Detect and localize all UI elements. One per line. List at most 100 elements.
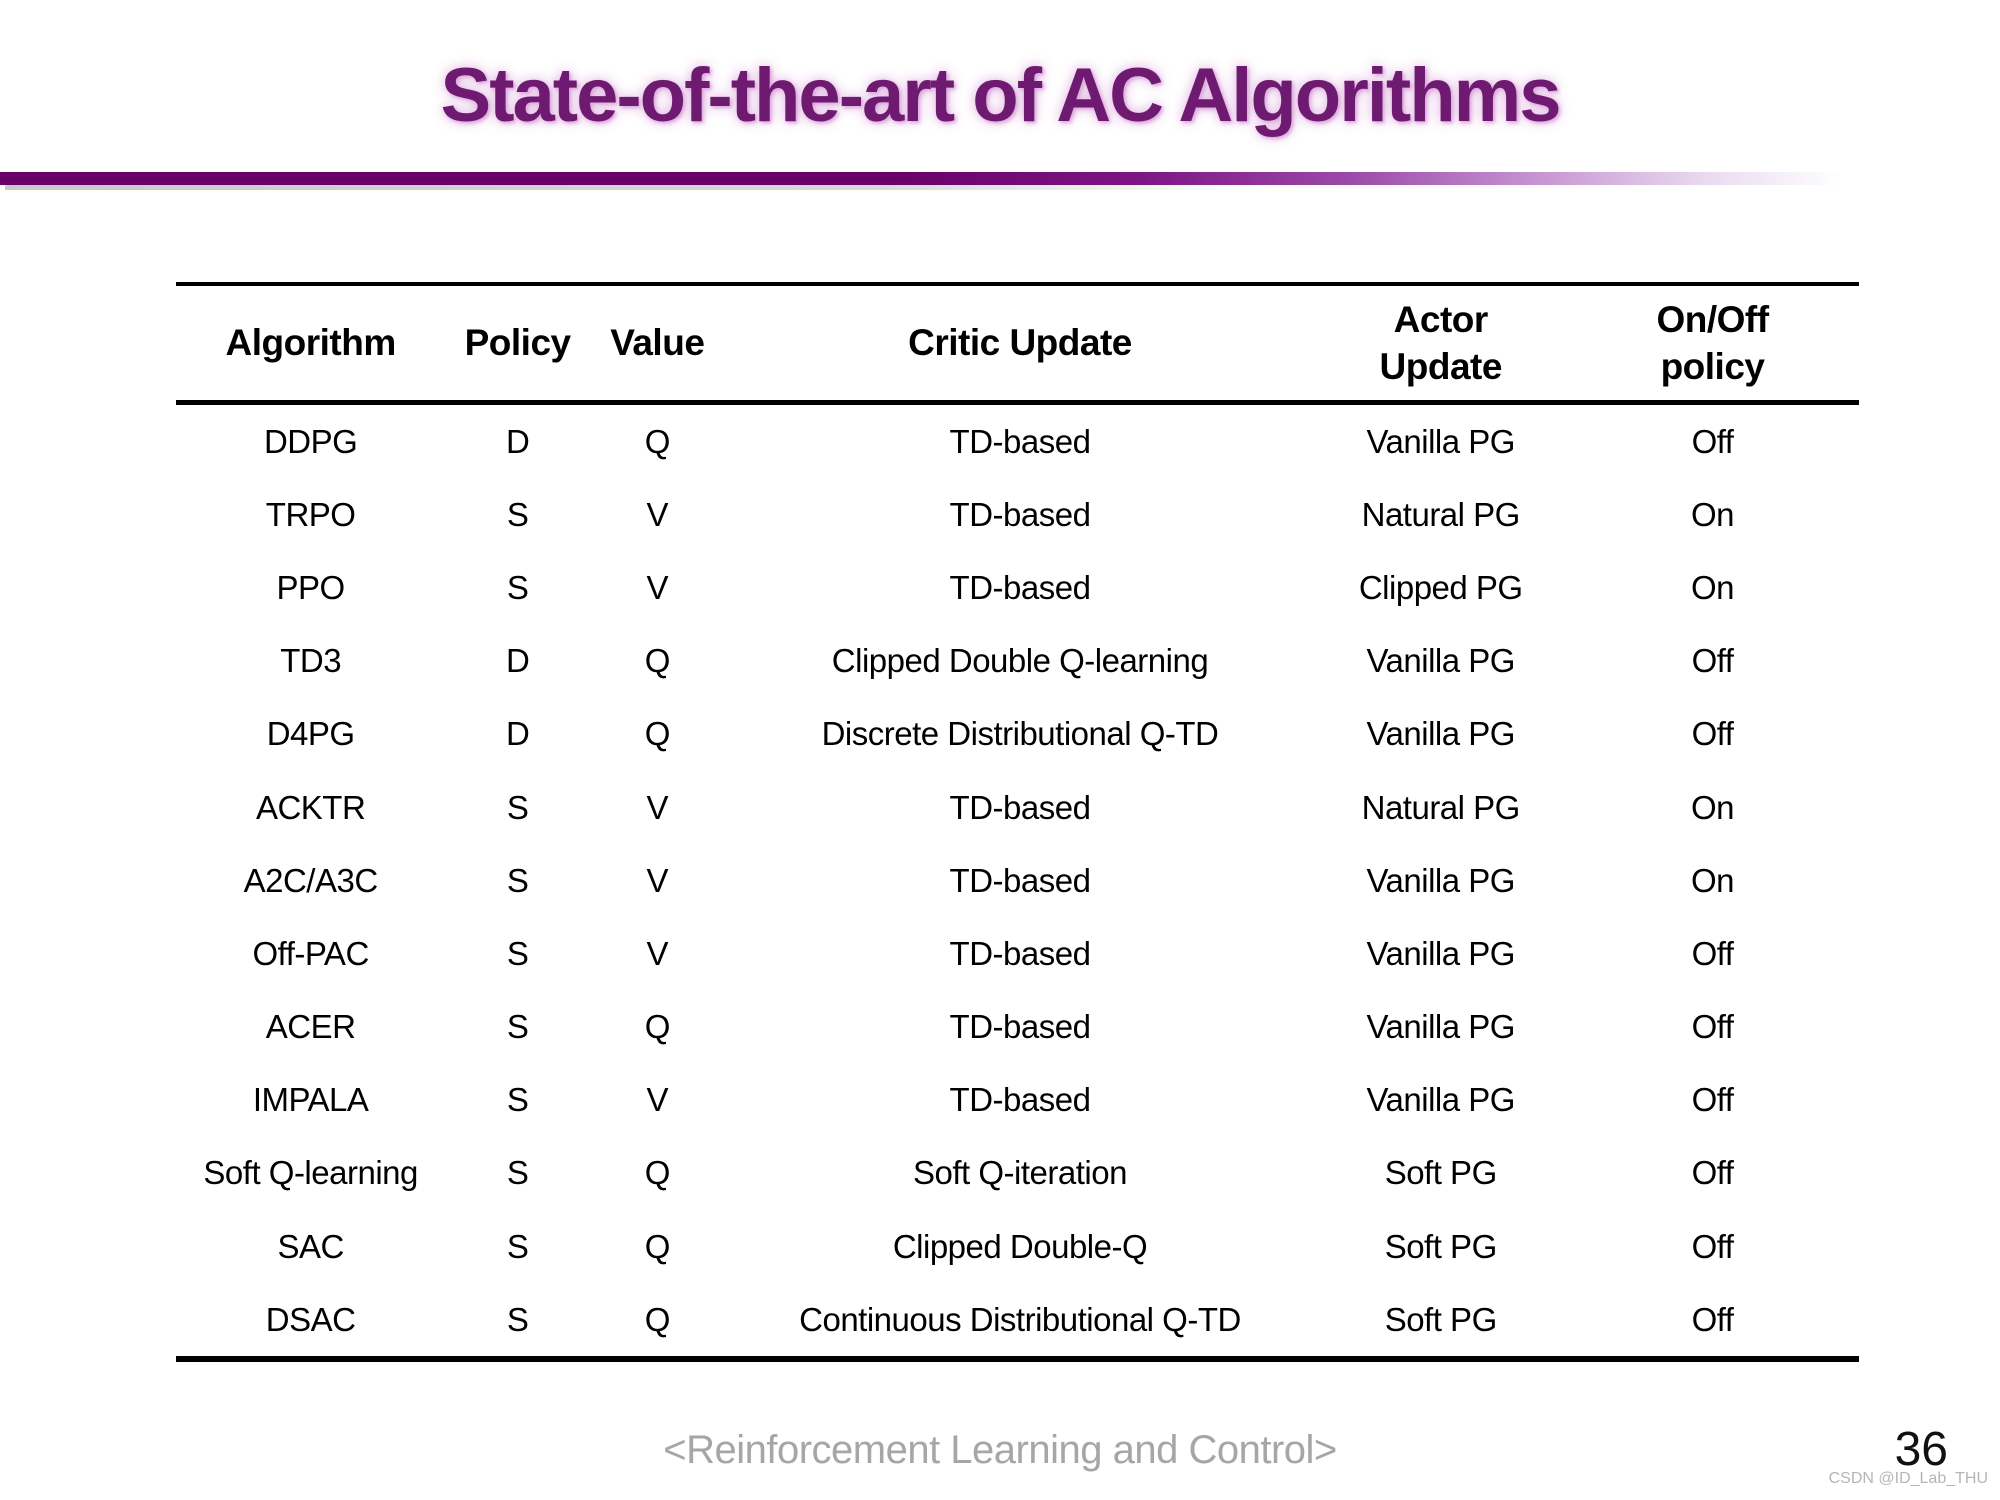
table-cell: TD-based (949, 861, 1091, 899)
table-cell: Q (644, 1300, 671, 1338)
table-cell: On (1691, 861, 1735, 899)
table-cell: Soft Q-iteration (913, 1154, 1127, 1192)
table-cell: Discrete Distributional Q-TD (821, 715, 1219, 753)
table-cell: S (506, 1300, 529, 1338)
slide-title: State-of-the-art of AC Algorithms (440, 53, 1562, 138)
table-cell: TD-based (949, 1008, 1091, 1046)
table-cell: Q (644, 1008, 671, 1046)
table-row: Soft Q-learning S Q Soft Q-iteration Soft PG… (176, 1137, 1859, 1210)
table-cell: D4PG (266, 715, 355, 753)
table-cell: PPO (276, 568, 346, 606)
table-cell: DDPG (263, 422, 358, 460)
table-cell: D (505, 715, 530, 753)
table-cell: S (506, 568, 529, 606)
table-cell: Soft Q-learning (203, 1154, 418, 1192)
table-cell: A2C/A3C (243, 861, 379, 899)
table-cell: ACER (265, 1008, 356, 1046)
table-cell: S (506, 934, 529, 972)
page-number: 36 (1894, 1423, 1948, 1476)
table-cell: Off (1691, 1154, 1734, 1192)
header-label: On/Off (1656, 298, 1769, 340)
table-cell: Clipped Double Q-learning (831, 642, 1209, 680)
table-cell: Clipped PG (1358, 568, 1523, 606)
header-actor-update: Actor Update (1315, 296, 1566, 391)
table-cell: Clipped Double-Q (892, 1227, 1148, 1265)
table-row: A2C/A3C S V TD-based Vanilla PG On (176, 844, 1859, 917)
header-label: Value (610, 322, 705, 364)
header-label: policy (1660, 346, 1765, 387)
table-cell: Off-PAC (252, 934, 369, 972)
header-label: Actor (1393, 298, 1489, 340)
table-cell: Vanilla PG (1366, 422, 1515, 460)
table-cell: S (506, 1008, 529, 1046)
table-cell: Continuous Distributional Q-TD (799, 1300, 1241, 1338)
table-cell: V (646, 568, 669, 606)
table-cell: TD-based (949, 568, 1091, 606)
footer-caption: <Reinforcement Learning and Control> (663, 1428, 1337, 1472)
table-cell: TD-based (949, 788, 1091, 826)
header-label: Algorithm (225, 322, 397, 364)
table-cell: Off (1691, 422, 1734, 460)
table-cell: Vanilla PG (1366, 642, 1515, 680)
table-row: ACKTR S V TD-based Natural PG On (176, 771, 1859, 844)
table-cell: S (506, 495, 529, 533)
table-cell: TD-based (949, 422, 1091, 460)
header-algorithm: Algorithm (176, 319, 445, 366)
table-cell: TD-based (949, 934, 1091, 972)
table-cell: Off (1691, 715, 1734, 753)
header-label: Policy (464, 322, 571, 364)
table-cell: S (506, 1154, 529, 1192)
table-cell: TD3 (280, 642, 342, 680)
table-cell: TD-based (949, 1081, 1091, 1119)
table-cell: Q (644, 642, 671, 680)
table-cell: On (1691, 495, 1735, 533)
table-cell: Off (1691, 1081, 1734, 1119)
table-row: TD3 D Q Clipped Double Q-learning Vanilla PG… (176, 625, 1859, 698)
table-row: PPO S V TD-based Clipped PG On (176, 551, 1859, 624)
table-row: DSAC S Q Continuous Distributional Q-TD Soft… (176, 1283, 1859, 1356)
table-cell: TRPO (265, 495, 356, 533)
table-cell: V (646, 934, 669, 972)
table-cell: On (1691, 788, 1735, 826)
table-cell: S (506, 1081, 529, 1119)
table-cell: Q (644, 1154, 671, 1192)
table-cell: Soft PG (1384, 1154, 1498, 1192)
table-row: ACER S Q TD-based Vanilla PG Off (176, 991, 1859, 1064)
table-cell: D (505, 642, 530, 680)
csdn-watermark: CSDN @ID_Lab_THU (1828, 1470, 1988, 1487)
table-cell: Q (644, 422, 671, 460)
table-cell: S (506, 861, 529, 899)
table-cell: Off (1691, 1300, 1734, 1338)
table-cell: Vanilla PG (1366, 934, 1515, 972)
table-cell: Off (1691, 642, 1734, 680)
table-cell: Off (1691, 1008, 1734, 1046)
title-underline-bar-shadow (5, 185, 1255, 190)
table-row: IMPALA S V TD-based Vanilla PG Off (176, 1064, 1859, 1137)
title-underline-bar (0, 172, 1900, 185)
table-row: SAC S Q Clipped Double-Q Soft PG Off (176, 1210, 1859, 1283)
header-label: Update (1379, 346, 1503, 387)
ac-algorithms-table: Algorithm Policy Value Critic Update Act… (176, 282, 1859, 1363)
table-row: Off-PAC S V TD-based Vanilla PG Off (176, 917, 1859, 990)
table-cell: Q (644, 1227, 671, 1265)
header-label: Critic Update (908, 322, 1132, 364)
table-cell: Vanilla PG (1366, 715, 1515, 753)
header-value: Value (590, 319, 725, 366)
table-cell: S (506, 788, 529, 826)
table-cell: D (505, 422, 530, 460)
table-cell: Vanilla PG (1366, 861, 1515, 899)
table-cell: DSAC (265, 1300, 356, 1338)
table-cell: Soft PG (1384, 1227, 1498, 1265)
table-cell: Natural PG (1361, 788, 1521, 826)
table-cell: V (646, 788, 669, 826)
table-header-row: Algorithm Policy Value Critic Update Act… (176, 282, 1859, 405)
table-cell: Q (644, 715, 671, 753)
table-cell: TD-based (949, 495, 1091, 533)
table-cell: IMPALA (252, 1081, 369, 1119)
header-on-off-policy: On/Off policy (1566, 296, 1859, 391)
table-cell: V (646, 1081, 669, 1119)
table-cell: Soft PG (1384, 1300, 1498, 1338)
table-cell: SAC (277, 1227, 344, 1265)
table-row: DDPG D Q TD-based Vanilla PG Off (176, 405, 1859, 478)
